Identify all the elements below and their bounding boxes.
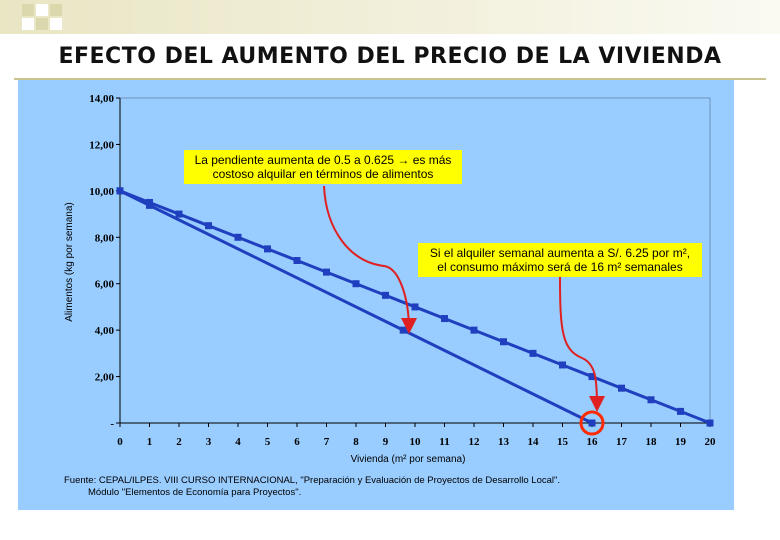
y-axis-label: Alimentos (kg por semana) bbox=[64, 202, 75, 322]
header-decoration-band bbox=[0, 0, 780, 34]
x-tick-label: 6 bbox=[294, 436, 300, 448]
series-1-point bbox=[441, 315, 448, 323]
series-1-point bbox=[234, 233, 242, 241]
y-tick-label: 14,00 bbox=[89, 93, 114, 105]
y-tick-label: 10,00 bbox=[89, 186, 114, 198]
title-underline bbox=[14, 78, 766, 80]
series-1-point bbox=[588, 373, 596, 381]
x-tick-label: 10 bbox=[410, 436, 422, 448]
x-tick-label: 0 bbox=[117, 436, 123, 448]
decor-square bbox=[50, 18, 62, 30]
annotation-max-line1: Si el alquiler semanal aumenta a S/. 6.2… bbox=[429, 246, 691, 260]
x-tick-label: 1 bbox=[147, 436, 153, 448]
y-tick-label: - bbox=[110, 418, 114, 430]
decor-square bbox=[50, 4, 62, 16]
x-tick-label: 2 bbox=[176, 436, 182, 448]
x-tick-label: 19 bbox=[675, 436, 687, 448]
x-tick-label: 3 bbox=[206, 436, 212, 448]
series-1-point bbox=[411, 303, 419, 311]
series-line-2 bbox=[119, 189, 593, 425]
x-tick-label: 5 bbox=[265, 436, 271, 448]
annotation-slope-line1: La pendiente aumenta de 0.5 a 0.625 → es… bbox=[194, 153, 452, 167]
decor-square bbox=[36, 18, 48, 30]
series-1-point bbox=[175, 210, 183, 218]
x-tick-label: 18 bbox=[646, 436, 658, 448]
annotation-max-line2: el consumo máximo será de 16 m² semanale… bbox=[437, 260, 683, 274]
annotation-max-consumption: Si el alquiler semanal aumenta a S/. 6.2… bbox=[418, 243, 702, 277]
annotation-slope: La pendiente aumenta de 0.5 a 0.625 → es… bbox=[184, 150, 462, 184]
series-1-point bbox=[293, 257, 301, 264]
annotation-arrow-slope bbox=[323, 185, 417, 334]
x-tick-label: 11 bbox=[439, 436, 449, 448]
x-tick-label: 15 bbox=[557, 436, 569, 448]
x-tick-label: 14 bbox=[528, 436, 540, 448]
series-1-point bbox=[500, 338, 507, 346]
series-1-point bbox=[382, 291, 389, 299]
intercept-highlight-circle bbox=[579, 410, 605, 436]
y-tick-label: 6,00 bbox=[95, 279, 115, 291]
x-axis-label: Vivienda (m² por semana) bbox=[351, 454, 466, 465]
y-tick-label: 2,00 bbox=[95, 372, 115, 384]
series-1-point bbox=[264, 245, 271, 253]
x-tick-label: 12 bbox=[469, 436, 481, 448]
x-tick-label: 13 bbox=[498, 436, 510, 448]
x-tick-label: 7 bbox=[324, 436, 330, 448]
series-1-point bbox=[205, 222, 212, 230]
series-1-point bbox=[618, 384, 625, 392]
series-1-point bbox=[323, 268, 330, 276]
decor-square bbox=[22, 4, 34, 16]
series-1-point bbox=[677, 407, 684, 415]
series-2-point bbox=[588, 419, 596, 427]
y-tick-label: 4,00 bbox=[95, 325, 115, 337]
decor-square bbox=[22, 18, 34, 30]
y-tick-label: 8,00 bbox=[95, 232, 115, 244]
x-tick-label: 9 bbox=[383, 436, 389, 448]
slide-title: EFECTO DEL AUMENTO DEL PRECIO DE LA VIVI… bbox=[58, 44, 722, 69]
series-2-point bbox=[399, 326, 407, 334]
source-line-2: Módulo "Elementos de Economía para Proye… bbox=[88, 487, 302, 498]
series-1-point bbox=[529, 349, 537, 357]
x-tick-label: 17 bbox=[616, 436, 628, 448]
series-1-point bbox=[559, 361, 566, 369]
series-1-point bbox=[352, 280, 360, 288]
source-line-1: Fuente: CEPAL/ILPES. VIII CURSO INTERNAC… bbox=[64, 475, 561, 486]
series-2-point bbox=[146, 201, 153, 209]
x-tick-label: 16 bbox=[587, 436, 599, 448]
series-2-point bbox=[116, 187, 124, 195]
y-tick-label: 12,00 bbox=[89, 139, 114, 151]
series-1-point bbox=[647, 396, 655, 404]
annotation-slope-line2: costoso alquilar en términos de alimento… bbox=[212, 167, 434, 181]
annotation-arrow-intercept bbox=[559, 276, 605, 412]
x-tick-label: 4 bbox=[235, 436, 241, 448]
x-tick-label: 20 bbox=[705, 436, 717, 448]
series-1-point bbox=[470, 326, 478, 334]
source-note: Fuente: CEPAL/ILPES. VIII CURSO INTERNAC… bbox=[64, 475, 560, 499]
x-tick-label: 8 bbox=[353, 436, 359, 448]
series-1-point bbox=[706, 419, 714, 427]
decor-square bbox=[36, 4, 48, 16]
